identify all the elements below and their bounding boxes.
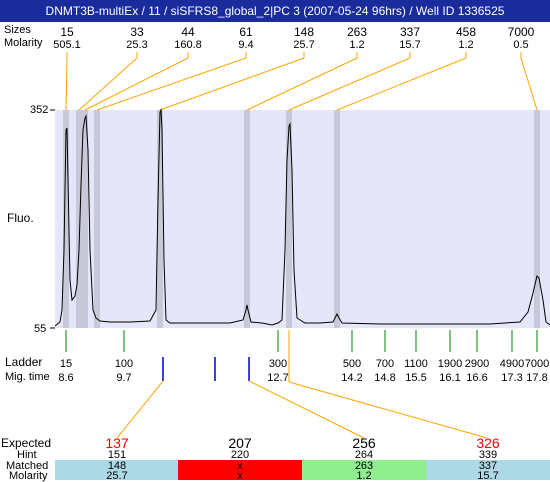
molarity-value: 1.2 bbox=[356, 470, 372, 482]
peak-molarity-label: 25.3 bbox=[126, 39, 148, 51]
peak-band bbox=[244, 110, 250, 328]
ladder-time-label: 16.6 bbox=[466, 372, 488, 384]
ladder-size-label: 1900 bbox=[437, 358, 463, 370]
ladder-size-label: 100 bbox=[114, 358, 134, 370]
window-title: DNMT3B-multiEx / 11 / siSFRS8_global_2|P… bbox=[0, 0, 550, 22]
peak-size-label: 33 bbox=[130, 25, 144, 39]
peak-connector bbox=[336, 57, 467, 111]
y-axis-label: Fluo. bbox=[7, 211, 34, 225]
peak-molarity-label: 25.7 bbox=[293, 39, 315, 51]
mig-time-label: Mig. time bbox=[5, 371, 50, 383]
matched-value: 337 bbox=[478, 460, 498, 472]
expected-connector bbox=[288, 381, 488, 439]
ladder-size-label: 1100 bbox=[404, 358, 428, 370]
peak-band bbox=[76, 110, 82, 328]
expected-column-bg bbox=[302, 460, 426, 480]
matched-value: 263 bbox=[354, 460, 374, 472]
peak-size-label: 458 bbox=[455, 25, 477, 39]
peak-size-label: 61 bbox=[239, 25, 253, 39]
ladder-time-label: 17.3 bbox=[501, 372, 523, 384]
expected-connector bbox=[116, 380, 164, 439]
peak-connector bbox=[520, 57, 538, 111]
molarity-value: 25.7 bbox=[106, 470, 128, 482]
peak-connector bbox=[78, 57, 138, 111]
ladder-size-label: 15 bbox=[59, 358, 73, 370]
hint-value: 264 bbox=[354, 449, 374, 461]
fluorescence-trace bbox=[54, 108, 550, 327]
peak-size-label: 263 bbox=[346, 25, 368, 39]
peak-size-label: 148 bbox=[293, 25, 315, 39]
ladder-size-label: 7000 bbox=[524, 358, 550, 370]
peak-band bbox=[82, 110, 88, 328]
ladder-size-label: 700 bbox=[375, 358, 395, 370]
molarity-value: 15.7 bbox=[477, 470, 499, 482]
ladder-time-label: 17.8 bbox=[526, 372, 548, 384]
sizes-label: Sizes bbox=[4, 24, 31, 36]
molarity-value: x bbox=[237, 470, 243, 482]
ladder-time-label: 8.6 bbox=[58, 372, 74, 384]
ladder-label: Ladder bbox=[5, 355, 43, 369]
expected-column-bg bbox=[178, 460, 302, 480]
peak-size-label: 44 bbox=[181, 25, 195, 39]
hint-value: 151 bbox=[107, 449, 127, 461]
expected-label: Expected bbox=[1, 436, 52, 450]
expected-value: 256 bbox=[352, 435, 376, 451]
molarity-label: Molarity bbox=[4, 37, 43, 49]
expected-value: 137 bbox=[105, 435, 129, 451]
peak-molarity-label: 160.8 bbox=[174, 39, 202, 51]
peak-band bbox=[534, 110, 540, 328]
y-min-label: 55 bbox=[34, 323, 47, 335]
hint-value: 339 bbox=[478, 449, 498, 461]
peak-molarity-label: 1.2 bbox=[349, 39, 365, 51]
peak-molarity-label: 0.5 bbox=[513, 39, 529, 51]
ladder-size-label: 300 bbox=[268, 358, 288, 370]
peak-band bbox=[63, 110, 69, 328]
expected-column-bg bbox=[426, 460, 550, 480]
matched-value: 148 bbox=[107, 460, 127, 472]
expected-value: 207 bbox=[228, 435, 252, 451]
peak-connector bbox=[65, 57, 68, 111]
peak-connector bbox=[84, 57, 189, 111]
peak-molarity-label: 1.2 bbox=[458, 39, 474, 51]
ladder-time-label: 12.7 bbox=[267, 372, 289, 384]
peak-size-label: 15 bbox=[60, 25, 74, 39]
ladder-time-label: 15.5 bbox=[405, 372, 427, 384]
peak-connector bbox=[96, 57, 247, 111]
peak-connector bbox=[288, 57, 411, 111]
peak-connector bbox=[246, 57, 358, 111]
matched-label: Matched bbox=[6, 460, 49, 472]
ladder-time-label: 9.7 bbox=[116, 372, 132, 384]
peak-molarity-label: 505.1 bbox=[53, 39, 81, 51]
ladder-time-label: 14.8 bbox=[374, 372, 396, 384]
peak-band bbox=[94, 110, 100, 328]
peak-band bbox=[157, 110, 163, 328]
plot-area bbox=[55, 110, 550, 328]
molarity-row-label: Molarity bbox=[9, 470, 48, 482]
ladder-size-label: 4900 bbox=[499, 358, 525, 370]
ladder-time-label: 14.2 bbox=[341, 372, 363, 384]
expected-column-bg bbox=[55, 460, 179, 480]
matched-value: x bbox=[237, 460, 243, 472]
expected-connector bbox=[248, 380, 365, 439]
y-max-label: 352 bbox=[30, 104, 49, 116]
peak-molarity-label: 9.4 bbox=[238, 39, 254, 51]
hint-label: Hint bbox=[17, 449, 37, 461]
peak-connector bbox=[159, 57, 305, 111]
peak-size-label: 337 bbox=[399, 25, 421, 39]
peak-molarity-label: 15.7 bbox=[399, 39, 421, 51]
ladder-size-label: 2900 bbox=[464, 358, 490, 370]
peak-size-label: 7000 bbox=[507, 25, 535, 39]
ladder-size-label: 500 bbox=[342, 358, 362, 370]
peak-band bbox=[286, 110, 292, 328]
ladder-time-label: 16.1 bbox=[439, 372, 461, 384]
hint-value: 220 bbox=[230, 449, 250, 461]
peak-band bbox=[334, 110, 340, 328]
expected-value: 326 bbox=[476, 435, 500, 451]
